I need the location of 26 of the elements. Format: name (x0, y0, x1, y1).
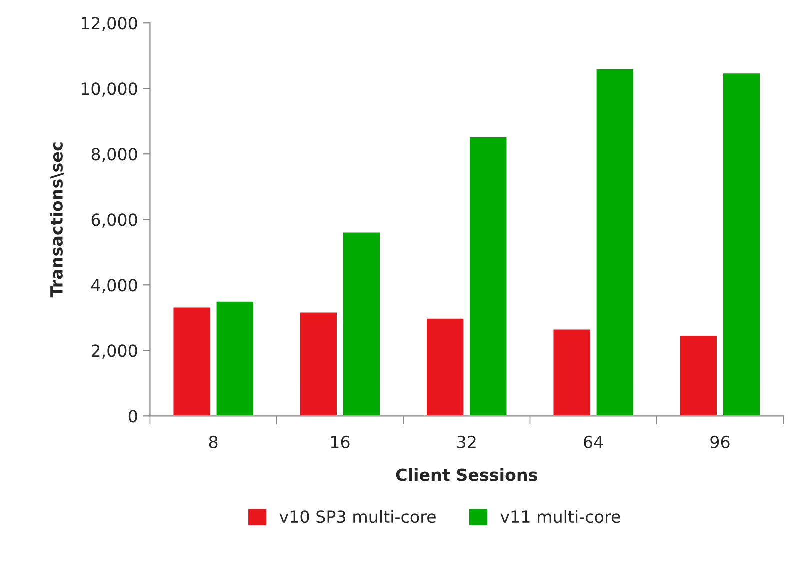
y-tick-label: 6,000 (92, 214, 138, 228)
y-tick-label: 10,000 (82, 82, 138, 97)
x-tick-label: 8 (209, 436, 218, 449)
y-tick-label: 2,000 (92, 344, 138, 359)
x-tick-label: 96 (710, 436, 730, 449)
x-tick-label: 64 (584, 436, 604, 449)
bar (552, 328, 592, 416)
bar (215, 300, 255, 416)
x-tick-label: 32 (458, 436, 476, 449)
bar (722, 72, 762, 416)
bar (426, 318, 466, 416)
bar (595, 68, 635, 416)
bar (342, 231, 382, 416)
bar (172, 306, 212, 416)
legend-label: v11 multi-core (500, 510, 620, 524)
bar (679, 334, 718, 416)
bar (468, 136, 508, 416)
y-tick-label: 8,000 (92, 148, 138, 162)
bar (299, 311, 338, 416)
y-axis-title: Transactions\sec (50, 142, 64, 298)
y-tick-label: 0 (128, 410, 138, 423)
y-tick-label: 12,000 (82, 17, 138, 32)
x-axis-title: Client Sessions (396, 468, 538, 482)
legend-label: v10 SP3 multi-core (280, 510, 436, 524)
y-tick-label: 4,000 (92, 279, 138, 294)
x-tick-label: 16 (331, 436, 350, 449)
